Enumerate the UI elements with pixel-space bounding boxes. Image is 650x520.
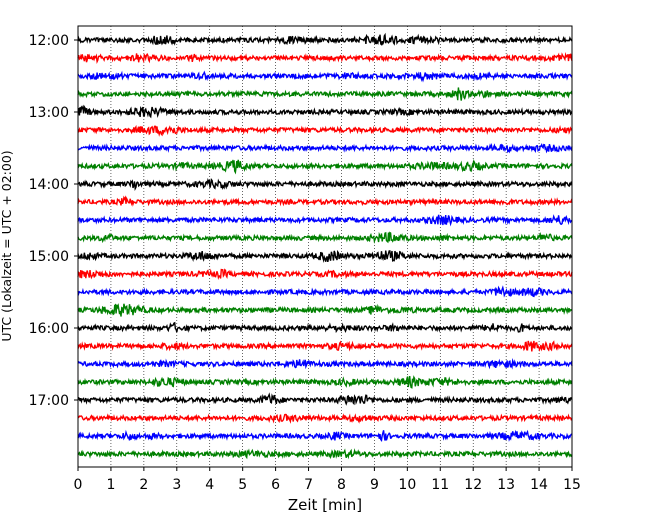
trace-1500	[77, 249, 573, 263]
trace-1515	[77, 268, 573, 280]
trace-1745	[77, 448, 573, 460]
trace-1615	[77, 340, 573, 352]
x-tick-label-8: 8	[337, 477, 346, 493]
x-tick-label-15: 15	[563, 477, 581, 493]
y-tick-label-1400: 14:00	[29, 177, 69, 193]
trace-1530	[77, 285, 573, 298]
x-tick-label-5: 5	[238, 477, 247, 493]
trace-1730	[77, 429, 573, 443]
y-tick-label-1300: 13:00	[29, 105, 69, 121]
plot-frame	[77, 25, 573, 468]
y-tick-label-1700: 17:00	[29, 393, 69, 409]
y-axis-ticks: 12:00 13:00 14:00 15:00 16:00 17:00	[29, 33, 78, 409]
x-tick-label-9: 9	[370, 477, 379, 493]
x-tick-label-2: 2	[139, 477, 148, 493]
x-tick-label-10: 10	[398, 477, 416, 493]
y-tick-label-1500: 15:00	[29, 249, 69, 265]
trace-1600	[77, 321, 573, 334]
trace-1345	[77, 159, 573, 175]
x-tick-label-11: 11	[431, 477, 449, 493]
trace-1315	[77, 124, 573, 137]
seismogram-traces	[77, 32, 573, 460]
trace-1330	[77, 142, 573, 154]
trace-1630	[77, 358, 573, 370]
x-tick-label-13: 13	[497, 477, 515, 493]
x-tick-label-14: 14	[530, 477, 548, 493]
trace-1215	[77, 51, 573, 65]
x-tick-label-7: 7	[304, 477, 313, 493]
trace-1300	[77, 104, 573, 119]
y-axis-label: UTC (Lokalzeit = UTC + 02:00)	[0, 150, 14, 341]
x-tick-label-12: 12	[464, 477, 482, 493]
trace-1430	[77, 214, 573, 227]
trace-1445	[77, 231, 573, 244]
x-axis-label: Zeit [min]	[288, 496, 362, 514]
y-tick-label-1600: 16:00	[29, 321, 69, 337]
x-tick-label-3: 3	[172, 477, 181, 493]
trace-1230	[77, 70, 573, 83]
trace-1645	[77, 375, 573, 389]
trace-1400	[77, 177, 573, 192]
x-tick-label-6: 6	[271, 477, 280, 493]
trace-1245	[77, 87, 573, 101]
y-tick-label-1200: 12:00	[29, 33, 69, 49]
x-axis-ticks: 0 1 2 3 4 5 6 7 8 9 10 11 12 13 14 15	[74, 467, 581, 493]
x-tick-label-4: 4	[205, 477, 214, 493]
x-tick-label-1: 1	[106, 477, 115, 493]
trace-1700	[77, 392, 573, 406]
trace-1415	[77, 195, 573, 207]
trace-1200	[77, 32, 573, 46]
x-tick-label-0: 0	[74, 477, 83, 493]
trace-1545	[77, 303, 573, 317]
trace-1715	[77, 413, 573, 424]
